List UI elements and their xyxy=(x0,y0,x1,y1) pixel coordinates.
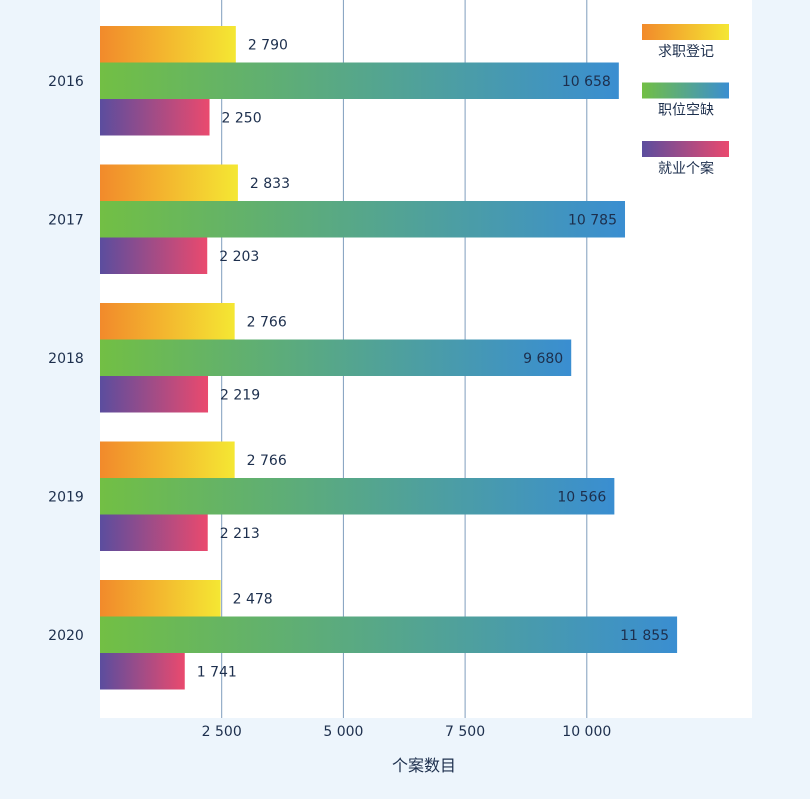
bar xyxy=(100,514,208,551)
data-label: 2 250 xyxy=(222,110,262,126)
data-label: 2 478 xyxy=(233,591,273,607)
bar xyxy=(100,653,185,690)
bar xyxy=(100,478,615,515)
x-tick-label: 2 500 xyxy=(202,724,242,740)
bar xyxy=(100,303,235,340)
legend-label: 职位空缺 xyxy=(658,103,714,119)
bar xyxy=(100,580,221,617)
x-tick-label: 7 500 xyxy=(445,724,485,740)
category-label: 2017 xyxy=(48,212,84,228)
data-label: 10 658 xyxy=(562,74,611,90)
data-label: 10 785 xyxy=(568,212,617,228)
data-label: 10 566 xyxy=(557,489,606,505)
data-label: 1 741 xyxy=(197,664,237,680)
bar xyxy=(100,237,208,274)
category-label: 2020 xyxy=(48,628,84,644)
data-label: 2 766 xyxy=(247,453,287,469)
data-label: 2 219 xyxy=(220,387,260,403)
bar xyxy=(100,616,678,653)
data-label: 2 203 xyxy=(219,249,259,265)
bar xyxy=(100,62,619,99)
data-label: 2 766 xyxy=(247,314,287,330)
data-label: 2 833 xyxy=(250,176,290,192)
x-tick-label: 10 000 xyxy=(562,724,611,740)
legend-swatch xyxy=(642,82,729,99)
bar xyxy=(100,164,238,201)
bar xyxy=(100,441,235,478)
bar xyxy=(100,339,572,376)
bar xyxy=(100,99,210,136)
bar xyxy=(100,201,626,238)
data-label: 2 213 xyxy=(220,526,260,542)
category-label: 2019 xyxy=(48,489,84,505)
legend-label: 就业个案 xyxy=(658,160,714,177)
bar xyxy=(100,26,236,63)
data-label: 2 790 xyxy=(248,37,288,53)
category-labels: 2016 2017 2018 2019 2020 xyxy=(48,74,84,644)
legend-label: 求职登记 xyxy=(658,44,714,60)
category-label: 2018 xyxy=(48,351,84,367)
data-label: 9 680 xyxy=(523,351,563,367)
legend-swatch xyxy=(642,141,729,157)
legend-swatch xyxy=(642,24,729,40)
bars: 2 790 10 658 2 250 2 833 10 785 2 203 2 766 9 6… xyxy=(100,26,678,690)
x-axis-title: 个案数目 xyxy=(392,756,456,775)
x-tick-labels: 2 500 5 000 7 500 10 000 xyxy=(202,724,612,740)
x-tick-label: 5 000 xyxy=(323,724,363,740)
category-label: 2016 xyxy=(48,74,84,90)
data-label: 11 855 xyxy=(620,628,669,644)
bar xyxy=(100,376,209,413)
